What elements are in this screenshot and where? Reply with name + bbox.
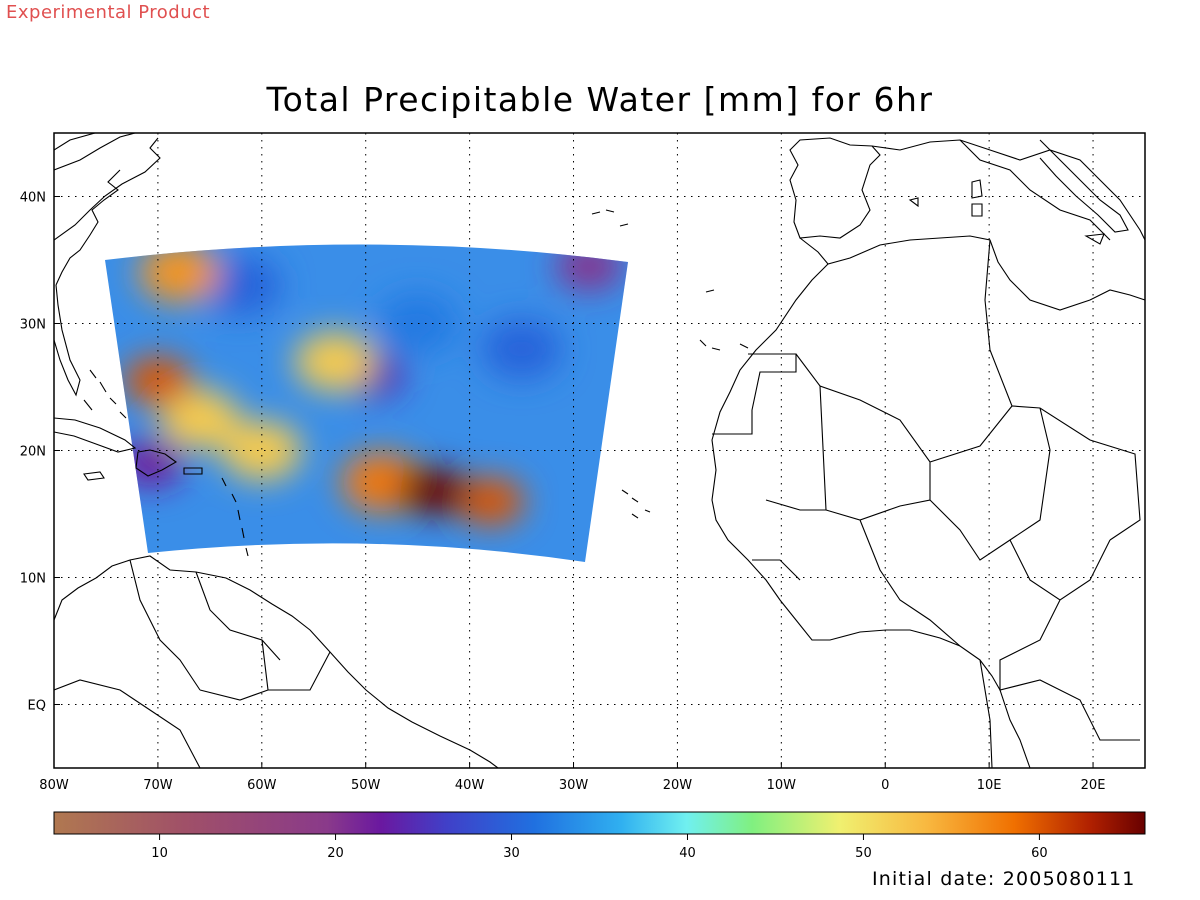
tpw-feature <box>159 388 240 449</box>
colorbar-tick-label: 30 <box>503 846 520 861</box>
colorbar-tick-label: 40 <box>679 846 696 861</box>
colorbar-ticks: 10 20 30 40 50 60 <box>151 834 1048 861</box>
tpw-feature <box>456 477 525 526</box>
lon-tick-label: 20W <box>663 778 693 793</box>
lat-tick-label: 10N <box>20 572 46 587</box>
tpw-feature <box>123 356 192 405</box>
lon-tick-label: 70W <box>143 778 173 793</box>
chart-title: Total Precipitable Water [mm] for 6hr <box>266 80 934 119</box>
central-africa-coast <box>979 659 1031 768</box>
tpw-feature <box>377 293 458 354</box>
lesser-antilles <box>221 477 249 557</box>
tpw-feature <box>221 420 302 481</box>
colorbar-tick-label: 50 <box>855 846 872 861</box>
tpw-feature <box>294 331 375 392</box>
mediterranean-islands <box>908 179 1105 245</box>
lat-tick-label: 30N <box>20 318 46 333</box>
italy <box>1039 139 1129 233</box>
tpw-feature <box>201 255 282 316</box>
tpw-field <box>105 244 628 562</box>
lat-tick-label: EQ <box>28 699 46 714</box>
lon-tick-label: 50W <box>351 778 381 793</box>
lon-tick-label: 20E <box>1081 778 1106 793</box>
colorbar-tick-label: 60 <box>1031 846 1048 861</box>
north-america-coast <box>54 133 161 286</box>
puerto-rico <box>183 467 203 475</box>
coastlines <box>54 133 1145 768</box>
graticule <box>54 133 1145 768</box>
jamaica <box>83 471 105 481</box>
cuba <box>54 417 137 453</box>
colorbar <box>53 811 1146 835</box>
lon-tick-label: 30W <box>559 778 589 793</box>
axes: 80W 70W 60W 50W 40W 30W 20W 10W 0 10E 20E EQ 10N 20N 3… <box>20 191 1106 794</box>
lat-tick-label: 20N <box>20 445 46 460</box>
initial-date: Initial date: 2005080111 <box>872 868 1136 890</box>
lon-tick-label: 80W <box>39 778 69 793</box>
tpw-feature <box>138 244 219 303</box>
florida-coast <box>54 284 81 397</box>
lon-tick-label: 10W <box>767 778 797 793</box>
tpw-feature <box>555 244 624 291</box>
lon-tick-label: 0 <box>881 778 889 793</box>
bahamas <box>83 369 127 419</box>
lon-tick-label: 60W <box>247 778 277 793</box>
experimental-product-label: Experimental Product <box>6 2 211 23</box>
lat-tick-label: 40N <box>20 191 46 206</box>
west-africa-coast <box>711 263 993 768</box>
tpw-feature <box>481 318 562 379</box>
field-blobs <box>116 244 624 526</box>
colorbar-tick-label: 10 <box>151 846 168 861</box>
south-america-borders <box>54 559 331 768</box>
lon-tick-label: 40W <box>455 778 485 793</box>
lon-tick-label: 10E <box>977 778 1002 793</box>
africa-borders <box>712 239 1141 741</box>
south-america-coast <box>54 555 499 768</box>
colorbar-tick-label: 20 <box>327 846 344 861</box>
europe-coast <box>871 139 1145 241</box>
iberia-coast <box>789 137 881 239</box>
atlantic-islands <box>591 209 749 519</box>
tpw-feature <box>399 467 468 516</box>
